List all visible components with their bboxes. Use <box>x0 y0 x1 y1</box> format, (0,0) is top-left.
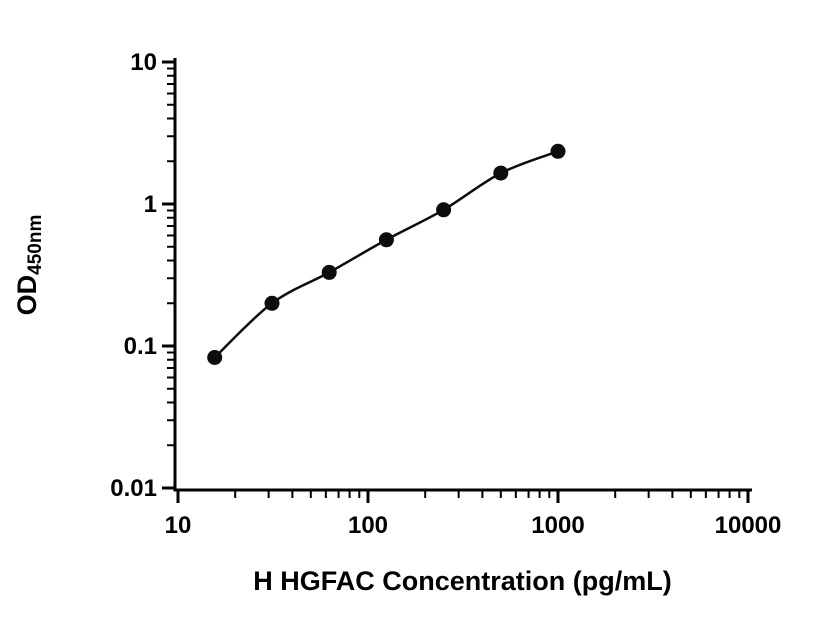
x-tick-label: 10 <box>165 512 192 539</box>
y-axis-title: OD450nm <box>12 180 48 350</box>
x-axis-title: H HGFAC Concentration (pg/mL) <box>253 566 672 596</box>
y-tick-label: 10 <box>130 49 157 76</box>
data-point <box>207 350 223 365</box>
y-axis-title-subscript: 450nm <box>25 214 46 275</box>
data-point <box>436 202 452 218</box>
standard-curve-line <box>213 150 559 359</box>
data-point <box>493 165 509 181</box>
y-tick-label: 0.01 <box>110 475 157 502</box>
x-tick-label: 10000 <box>715 512 782 539</box>
x-tick-label: 1000 <box>531 512 584 539</box>
data-point <box>264 295 280 311</box>
y-tick-label: 1 <box>144 191 157 218</box>
y-tick-label: 0.1 <box>124 333 157 360</box>
data-point <box>550 143 566 159</box>
x-tick-label: 100 <box>348 512 388 539</box>
y-axis-title-main: OD <box>12 274 42 316</box>
data-point <box>378 232 394 248</box>
data-point <box>321 264 337 280</box>
